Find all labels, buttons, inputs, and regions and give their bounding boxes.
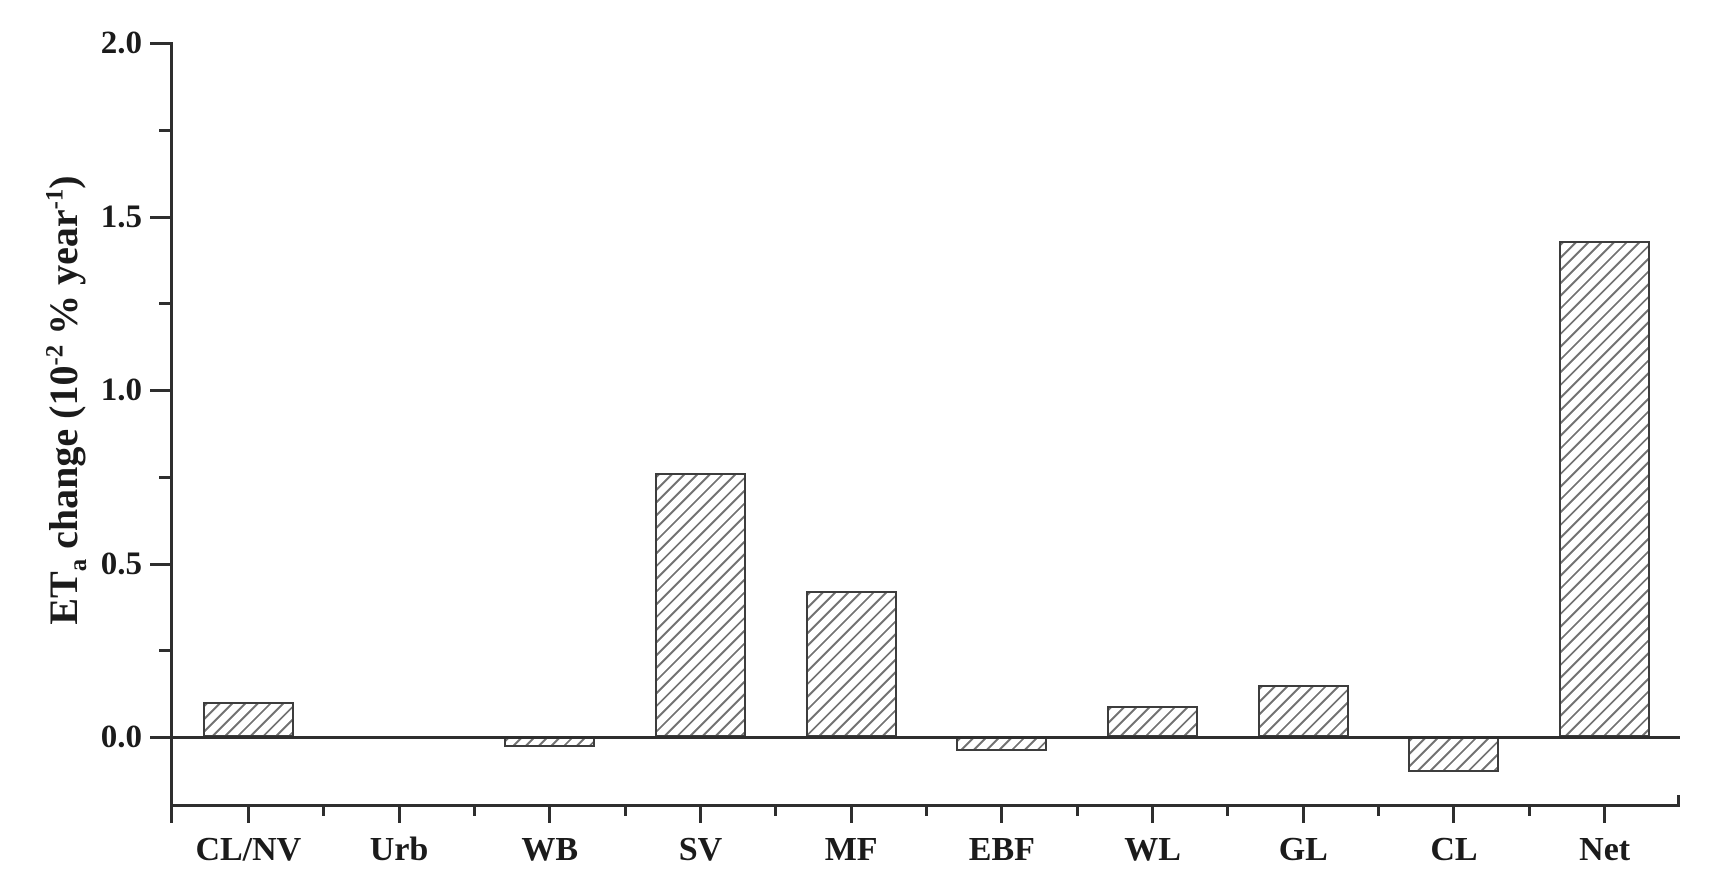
x-tick-label: SV	[678, 831, 723, 868]
y-major-tick	[150, 216, 170, 219]
y-tick-label: 1.0	[100, 372, 142, 408]
x-major-tick	[246, 807, 250, 823]
x-major-tick	[1452, 807, 1456, 823]
y-major-tick	[150, 736, 170, 739]
y-tick-label: 1.5	[100, 199, 142, 235]
bar	[654, 473, 746, 737]
x-tick-label: GL	[1278, 831, 1328, 868]
x-minor-tick	[925, 807, 928, 816]
bar	[1408, 737, 1500, 772]
x-tick-label: WL	[1124, 831, 1181, 868]
x-major-tick	[1301, 807, 1305, 823]
y-tick-label: 0.0	[100, 719, 142, 755]
x-tick-label: CL	[1430, 831, 1478, 868]
x-tick-label: CL/NV	[195, 831, 302, 868]
bar	[202, 702, 294, 737]
y-axis-title-end: )	[41, 175, 86, 189]
x-corner-tick	[170, 807, 173, 823]
bar	[805, 591, 897, 737]
y-axis-title-superscript-1: -2	[41, 344, 69, 366]
bar	[1107, 706, 1199, 737]
y-major-tick	[150, 563, 170, 566]
x-tick-label: EBF	[968, 831, 1035, 868]
y-minor-tick	[159, 649, 170, 652]
x-major-tick	[698, 807, 702, 823]
x-tick-label: Net	[1579, 831, 1631, 868]
x-major-tick	[849, 807, 853, 823]
x-tick-label: WB	[521, 831, 579, 868]
y-minor-tick	[159, 302, 170, 305]
y-major-tick	[150, 389, 170, 392]
y-major-tick	[150, 42, 170, 45]
x-minor-tick	[1226, 807, 1230, 816]
x-major-tick	[548, 807, 552, 823]
bar	[1257, 685, 1349, 737]
x-major-tick	[1603, 807, 1607, 823]
x-minor-tick	[774, 807, 778, 816]
zero-line	[170, 736, 1680, 739]
x-minor-tick	[322, 807, 326, 816]
bar	[956, 737, 1048, 751]
x-axis-end-stub	[1677, 795, 1680, 804]
x-major-tick	[397, 807, 401, 823]
y-minor-tick	[159, 476, 170, 479]
x-tick-label: Urb	[369, 831, 429, 868]
x-minor-tick	[623, 807, 627, 816]
y-axis-line	[170, 42, 173, 807]
y-minor-tick	[159, 129, 170, 132]
x-minor-tick	[1377, 807, 1381, 816]
x-major-tick	[1151, 807, 1155, 823]
x-minor-tick	[1075, 807, 1079, 816]
x-major-tick	[1000, 807, 1004, 823]
x-minor-tick	[472, 807, 476, 816]
bar	[1559, 241, 1651, 737]
y-tick-label: 0.5	[100, 546, 142, 582]
x-minor-tick	[1527, 807, 1531, 816]
y-tick-label: 2.0	[100, 25, 142, 61]
x-tick-label: MF	[824, 831, 878, 868]
x-axis-line	[170, 804, 1680, 807]
